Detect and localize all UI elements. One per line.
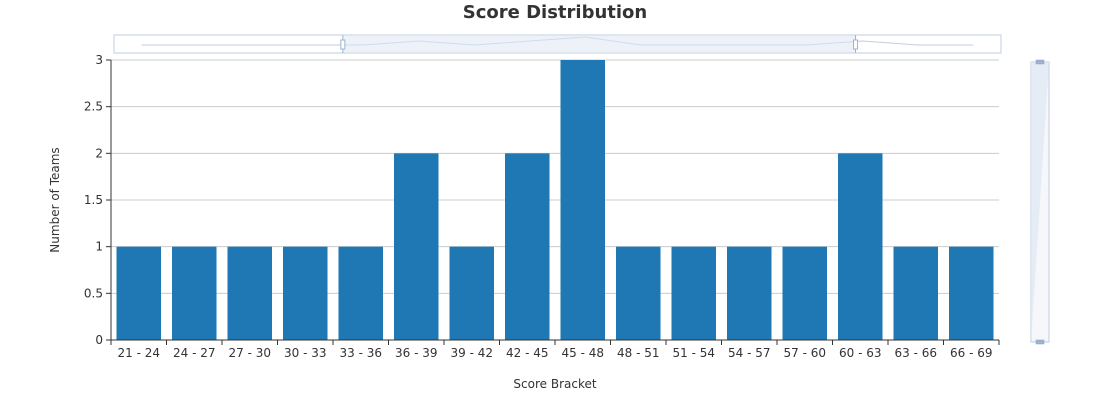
x-tick-label: 30 - 33 bbox=[284, 346, 327, 360]
x-tick-label: 27 - 30 bbox=[229, 346, 272, 360]
x-axis-label: Score Bracket bbox=[513, 377, 596, 391]
bars bbox=[116, 60, 994, 340]
bar[interactable] bbox=[893, 246, 939, 340]
y-slider-bottom-handle[interactable] bbox=[1035, 339, 1045, 345]
x-tick-label: 45 - 48 bbox=[562, 346, 605, 360]
y-tick-label: 2 bbox=[95, 146, 103, 160]
x-tick-labels: 21 - 24 24 - 27 27 - 30 30 - 33 33 - 36 36 - … bbox=[118, 346, 993, 360]
x-slider-window[interactable] bbox=[342, 35, 856, 53]
y-tick-label: 1.5 bbox=[84, 193, 103, 207]
bar[interactable] bbox=[227, 246, 273, 340]
y-tick-label: 2.5 bbox=[84, 100, 103, 114]
bar[interactable] bbox=[116, 246, 162, 340]
bar[interactable] bbox=[560, 60, 606, 340]
x-tick-label: 36 - 39 bbox=[395, 346, 438, 360]
bar[interactable] bbox=[283, 246, 328, 340]
bar[interactable] bbox=[782, 246, 828, 340]
x-slider-end-handle[interactable] bbox=[853, 39, 859, 50]
x-tick-label: 21 - 24 bbox=[118, 346, 161, 360]
x-tick-label: 48 - 51 bbox=[617, 346, 660, 360]
bar[interactable] bbox=[616, 246, 661, 340]
bar[interactable] bbox=[727, 246, 772, 340]
bar[interactable] bbox=[838, 153, 883, 340]
chart-title: Score Distribution bbox=[463, 2, 647, 23]
x-tick-label: 33 - 36 bbox=[340, 346, 383, 360]
y-tick-label: 0.5 bbox=[84, 286, 103, 300]
y-tick-label: 3 bbox=[95, 53, 103, 67]
y-tick-label: 0 bbox=[95, 333, 103, 347]
x-tick-label: 66 - 69 bbox=[950, 346, 993, 360]
bar[interactable] bbox=[394, 153, 439, 340]
bar[interactable] bbox=[949, 246, 994, 340]
bar[interactable] bbox=[172, 246, 217, 340]
bar[interactable] bbox=[505, 153, 550, 340]
y-axis-label: Number of Teams bbox=[48, 147, 62, 252]
x-tick-label: 51 - 54 bbox=[673, 346, 716, 360]
bar[interactable] bbox=[671, 246, 717, 340]
x-tick-label: 63 - 66 bbox=[895, 346, 938, 360]
x-zoom-slider[interactable] bbox=[113, 34, 1002, 54]
x-tick-label: 57 - 60 bbox=[784, 346, 827, 360]
y-slider-window[interactable] bbox=[1031, 62, 1049, 342]
y-tick-labels: 0 0.5 1 1.5 2 2.5 3 bbox=[84, 53, 103, 347]
x-tick-label: 42 - 45 bbox=[506, 346, 549, 360]
x-tick-label: 60 - 63 bbox=[839, 346, 882, 360]
x-tick-label: 39 - 42 bbox=[451, 346, 494, 360]
x-tick-label: 24 - 27 bbox=[173, 346, 216, 360]
y-slider-top-handle[interactable] bbox=[1035, 59, 1045, 65]
bar[interactable] bbox=[338, 246, 384, 340]
y-zoom-slider[interactable] bbox=[1030, 59, 1050, 345]
x-slider-start-handle[interactable] bbox=[340, 39, 346, 50]
axes bbox=[106, 59, 1000, 345]
x-tick-label: 54 - 57 bbox=[728, 346, 771, 360]
bar[interactable] bbox=[449, 246, 495, 340]
y-tick-label: 1 bbox=[95, 240, 103, 254]
